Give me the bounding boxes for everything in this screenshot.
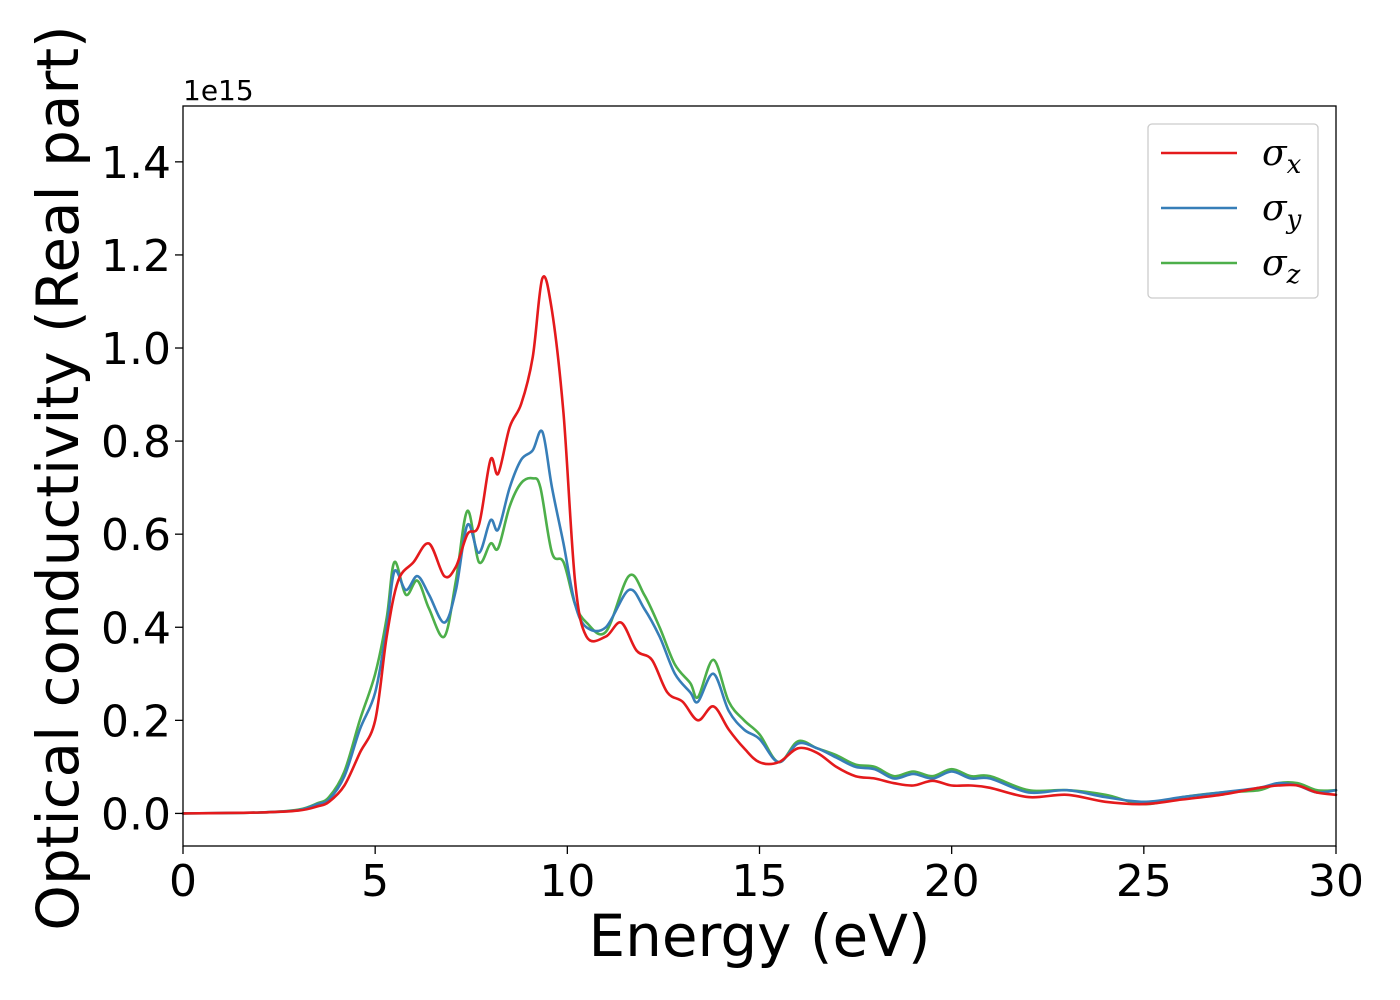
x-tick-label: 5 xyxy=(361,856,389,907)
legend-frame xyxy=(1147,123,1319,299)
x-axis-title: Energy (eV) xyxy=(588,902,930,970)
x-axis-ticks: 0 5 10 15 20 25 30 xyxy=(169,846,1364,907)
y-tick-label: 0.4 xyxy=(101,603,171,654)
legend-entries: σx σy σz xyxy=(1161,133,1302,290)
legend-label-y: σy xyxy=(1262,188,1302,235)
y-tick-label: 1.4 xyxy=(101,138,171,189)
y-tick-label: 0.8 xyxy=(101,417,171,468)
x-tick-label: 20 xyxy=(924,856,980,907)
x-tick-label: 0 xyxy=(169,856,197,907)
series-line-y xyxy=(181,429,1338,815)
series-line-x xyxy=(181,275,1338,815)
y-axis-title: Optical conductivity (Real part) xyxy=(24,25,92,930)
y-tick-label: 1.2 xyxy=(101,231,171,282)
legend-label-z: σz xyxy=(1262,243,1301,290)
y-offset-label: 1e15 xyxy=(183,74,254,107)
x-tick-label: 25 xyxy=(1116,856,1172,907)
legend: σx σy σz xyxy=(1147,123,1319,299)
y-axis-ticks: 0.0 0.2 0.4 0.6 0.8 1.0 1.2 1.4 xyxy=(101,138,183,840)
legend-label-x: σx xyxy=(1262,133,1302,180)
y-tick-label: 0.6 xyxy=(101,510,171,561)
y-tick-label: 0.2 xyxy=(101,696,171,747)
x-tick-label: 10 xyxy=(539,856,595,907)
x-tick-label: 15 xyxy=(732,856,788,907)
y-tick-label: 1.0 xyxy=(101,324,171,375)
series-line-z xyxy=(181,476,1338,815)
y-tick-label: 0.0 xyxy=(101,789,171,840)
x-tick-label: 30 xyxy=(1308,856,1364,907)
series-layer xyxy=(181,275,1338,815)
